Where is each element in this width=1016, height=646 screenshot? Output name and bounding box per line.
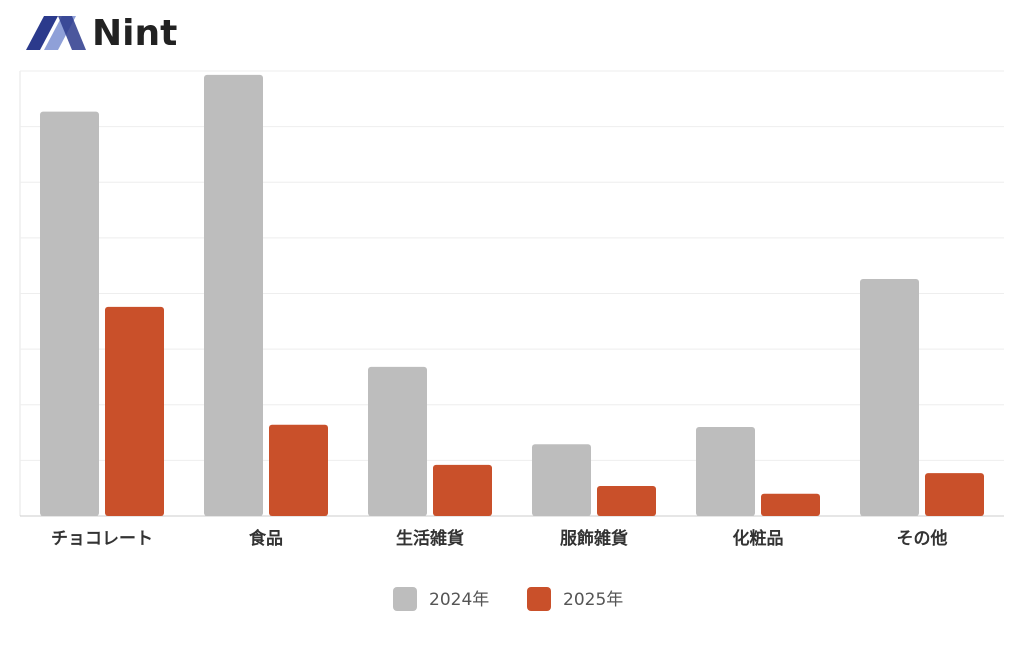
bar xyxy=(105,306,164,516)
legend-label: 2024年 xyxy=(429,590,489,610)
bar xyxy=(532,444,591,516)
x-tick-label: 化粧品 xyxy=(733,528,784,549)
legend-swatch xyxy=(393,587,417,611)
x-tick-label: チョコレート xyxy=(51,529,153,549)
logo-icon xyxy=(58,16,86,50)
logo-text: Nint xyxy=(92,13,177,54)
x-tick-label: 食品 xyxy=(249,528,283,549)
legend-label: 2025年 xyxy=(563,590,623,610)
bar xyxy=(204,74,263,517)
logo-icon xyxy=(26,16,58,50)
bar xyxy=(597,485,656,516)
x-tick-label: 服飾雑貨 xyxy=(560,528,628,549)
bar xyxy=(696,427,755,516)
bar xyxy=(860,279,919,516)
bar xyxy=(433,464,492,516)
bar xyxy=(40,111,99,516)
bar xyxy=(761,493,820,516)
bar xyxy=(925,473,984,516)
x-tick-label: その他 xyxy=(897,528,948,549)
legend-swatch xyxy=(527,587,551,611)
bar xyxy=(269,424,328,516)
logo: Nint xyxy=(26,13,177,54)
x-tick-label: 生活雑貨 xyxy=(396,528,464,549)
bar xyxy=(368,366,427,516)
